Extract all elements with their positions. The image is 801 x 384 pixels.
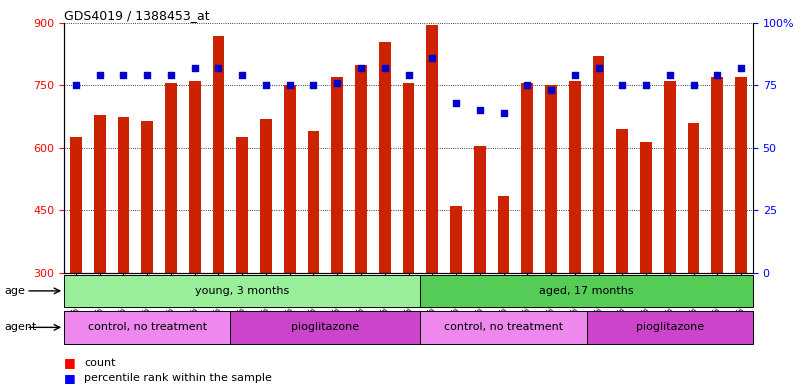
Bar bbox=[231, 311, 421, 344]
Point bbox=[616, 83, 629, 89]
Point bbox=[569, 73, 582, 79]
Bar bbox=[735, 77, 747, 273]
Bar bbox=[94, 114, 106, 273]
Bar bbox=[421, 311, 586, 344]
Text: age: age bbox=[4, 286, 25, 296]
Bar bbox=[421, 275, 753, 307]
Bar bbox=[64, 311, 231, 344]
Text: ■: ■ bbox=[64, 372, 76, 384]
Bar bbox=[260, 119, 272, 273]
Bar bbox=[212, 36, 224, 273]
Bar bbox=[569, 81, 581, 273]
Bar bbox=[664, 81, 676, 273]
Bar bbox=[118, 117, 130, 273]
Point bbox=[331, 80, 344, 86]
Point bbox=[93, 73, 106, 79]
Point bbox=[426, 55, 439, 61]
Bar bbox=[165, 83, 177, 273]
Point bbox=[284, 83, 296, 89]
Point bbox=[164, 73, 177, 79]
Bar bbox=[593, 56, 605, 273]
Bar bbox=[521, 83, 533, 273]
Point bbox=[141, 73, 154, 79]
Point bbox=[188, 65, 201, 71]
Text: aged, 17 months: aged, 17 months bbox=[539, 286, 634, 296]
Point bbox=[70, 83, 83, 89]
Point bbox=[735, 65, 747, 71]
Bar bbox=[141, 121, 153, 273]
Bar bbox=[450, 206, 462, 273]
Point bbox=[521, 83, 533, 89]
Bar bbox=[379, 42, 391, 273]
Point bbox=[640, 83, 653, 89]
Point bbox=[663, 73, 676, 79]
Point bbox=[260, 83, 272, 89]
Bar bbox=[586, 311, 753, 344]
Bar bbox=[616, 129, 628, 273]
Bar bbox=[426, 25, 438, 273]
Point bbox=[449, 100, 462, 106]
Bar bbox=[403, 83, 414, 273]
Bar bbox=[70, 137, 82, 273]
Point bbox=[307, 83, 320, 89]
Bar bbox=[640, 142, 652, 273]
Point bbox=[235, 73, 248, 79]
Point bbox=[212, 65, 225, 71]
Point bbox=[117, 73, 130, 79]
Bar bbox=[687, 123, 699, 273]
Text: control, no treatment: control, no treatment bbox=[87, 322, 207, 333]
Text: percentile rank within the sample: percentile rank within the sample bbox=[84, 373, 272, 383]
Text: agent: agent bbox=[4, 322, 36, 333]
Bar bbox=[236, 137, 248, 273]
Point bbox=[402, 73, 415, 79]
Text: young, 3 months: young, 3 months bbox=[195, 286, 289, 296]
Text: pioglitazone: pioglitazone bbox=[292, 322, 360, 333]
Text: count: count bbox=[84, 358, 115, 368]
Bar bbox=[189, 81, 201, 273]
Point bbox=[592, 65, 605, 71]
Point bbox=[711, 73, 724, 79]
Point bbox=[687, 83, 700, 89]
Bar bbox=[308, 131, 320, 273]
Bar bbox=[497, 196, 509, 273]
Point bbox=[473, 107, 486, 114]
Text: control, no treatment: control, no treatment bbox=[444, 322, 563, 333]
Bar bbox=[474, 146, 485, 273]
Text: GDS4019 / 1388453_at: GDS4019 / 1388453_at bbox=[64, 9, 210, 22]
Point bbox=[545, 88, 557, 94]
Point bbox=[355, 65, 368, 71]
Text: pioglitazone: pioglitazone bbox=[636, 322, 704, 333]
Point bbox=[497, 110, 510, 116]
Bar bbox=[64, 275, 421, 307]
Bar bbox=[332, 77, 343, 273]
Bar bbox=[545, 86, 557, 273]
Text: ■: ■ bbox=[64, 356, 76, 369]
Bar bbox=[355, 65, 367, 273]
Bar bbox=[284, 86, 296, 273]
Point bbox=[378, 65, 391, 71]
Bar bbox=[711, 77, 723, 273]
